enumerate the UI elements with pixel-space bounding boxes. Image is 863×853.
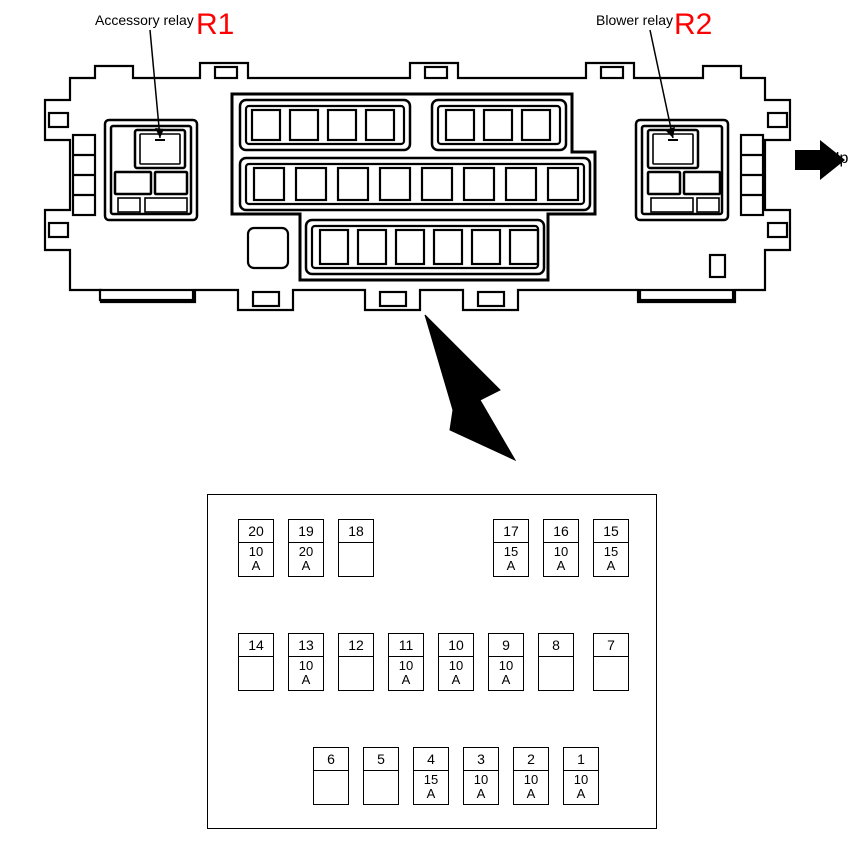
fuse-amp: 10 A <box>439 656 473 690</box>
fuse-number: 17 <box>494 520 528 543</box>
fuse-4: 415 A <box>413 747 449 805</box>
fuse-7: 7 <box>593 633 629 691</box>
fuse-legend-panel: 2010 A1920 A181715 A1610 A1515 A141310 A… <box>207 494 657 829</box>
fuse-number: 11 <box>389 634 423 657</box>
fuse-number: 8 <box>539 634 573 657</box>
fuse-3: 310 A <box>463 747 499 805</box>
fuse-amp: 10 A <box>389 656 423 690</box>
fuse-2: 210 A <box>513 747 549 805</box>
fuse-amp: 15 A <box>414 770 448 804</box>
fuse-number: 18 <box>339 520 373 543</box>
fuse-amp: 10 A <box>544 542 578 576</box>
fuse-amp <box>314 770 348 804</box>
fuse-number: 7 <box>594 634 628 657</box>
fuse-8: 8 <box>538 633 574 691</box>
fuse-number: 13 <box>289 634 323 657</box>
fuse-amp <box>539 656 573 690</box>
fuse-number: 14 <box>239 634 273 657</box>
fuse-number: 10 <box>439 634 473 657</box>
fuse-amp <box>339 542 373 576</box>
callout-arrow <box>425 315 515 460</box>
fuse-6: 6 <box>313 747 349 805</box>
fuse-12: 12 <box>338 633 374 691</box>
fuse-number: 16 <box>544 520 578 543</box>
fuse-14: 14 <box>238 633 274 691</box>
fuse-19: 1920 A <box>288 519 324 577</box>
fuse-18: 18 <box>338 519 374 577</box>
fuse-amp <box>364 770 398 804</box>
relay-r1 <box>105 120 197 220</box>
fuse-5: 5 <box>363 747 399 805</box>
fuse-10: 1010 A <box>438 633 474 691</box>
fuse-16: 1610 A <box>543 519 579 577</box>
fuse-number: 2 <box>514 748 548 771</box>
fuse-amp: 10 A <box>239 542 273 576</box>
fuse-number: 4 <box>414 748 448 771</box>
fuse-amp: 10 A <box>289 656 323 690</box>
fuse-20: 2010 A <box>238 519 274 577</box>
fusebox-schematic <box>0 0 863 500</box>
fuse-amp: 10 A <box>564 770 598 804</box>
fuse-amp: 15 A <box>594 542 628 576</box>
fuse-amp: 10 A <box>514 770 548 804</box>
fuse-amp: 10 A <box>489 656 523 690</box>
fuse-1: 110 A <box>563 747 599 805</box>
fuse-number: 6 <box>314 748 348 771</box>
fuse-amp <box>339 656 373 690</box>
fuse-number: 12 <box>339 634 373 657</box>
up-arrow-icon <box>795 140 845 180</box>
fuse-number: 3 <box>464 748 498 771</box>
fuse-number: 1 <box>564 748 598 771</box>
fuse-13: 1310 A <box>288 633 324 691</box>
fuse-amp: 10 A <box>464 770 498 804</box>
fuse-17: 1715 A <box>493 519 529 577</box>
fuse-9: 910 A <box>488 633 524 691</box>
fuse-amp <box>594 656 628 690</box>
fuse-15: 1515 A <box>593 519 629 577</box>
fuse-11: 1110 A <box>388 633 424 691</box>
fuse-number: 15 <box>594 520 628 543</box>
fuse-amp: 15 A <box>494 542 528 576</box>
fuse-amp <box>239 656 273 690</box>
fuse-number: 20 <box>239 520 273 543</box>
fuse-number: 5 <box>364 748 398 771</box>
fuse-number: 9 <box>489 634 523 657</box>
fuse-number: 19 <box>289 520 323 543</box>
fuse-amp: 20 A <box>289 542 323 576</box>
relay-r2 <box>636 120 728 220</box>
